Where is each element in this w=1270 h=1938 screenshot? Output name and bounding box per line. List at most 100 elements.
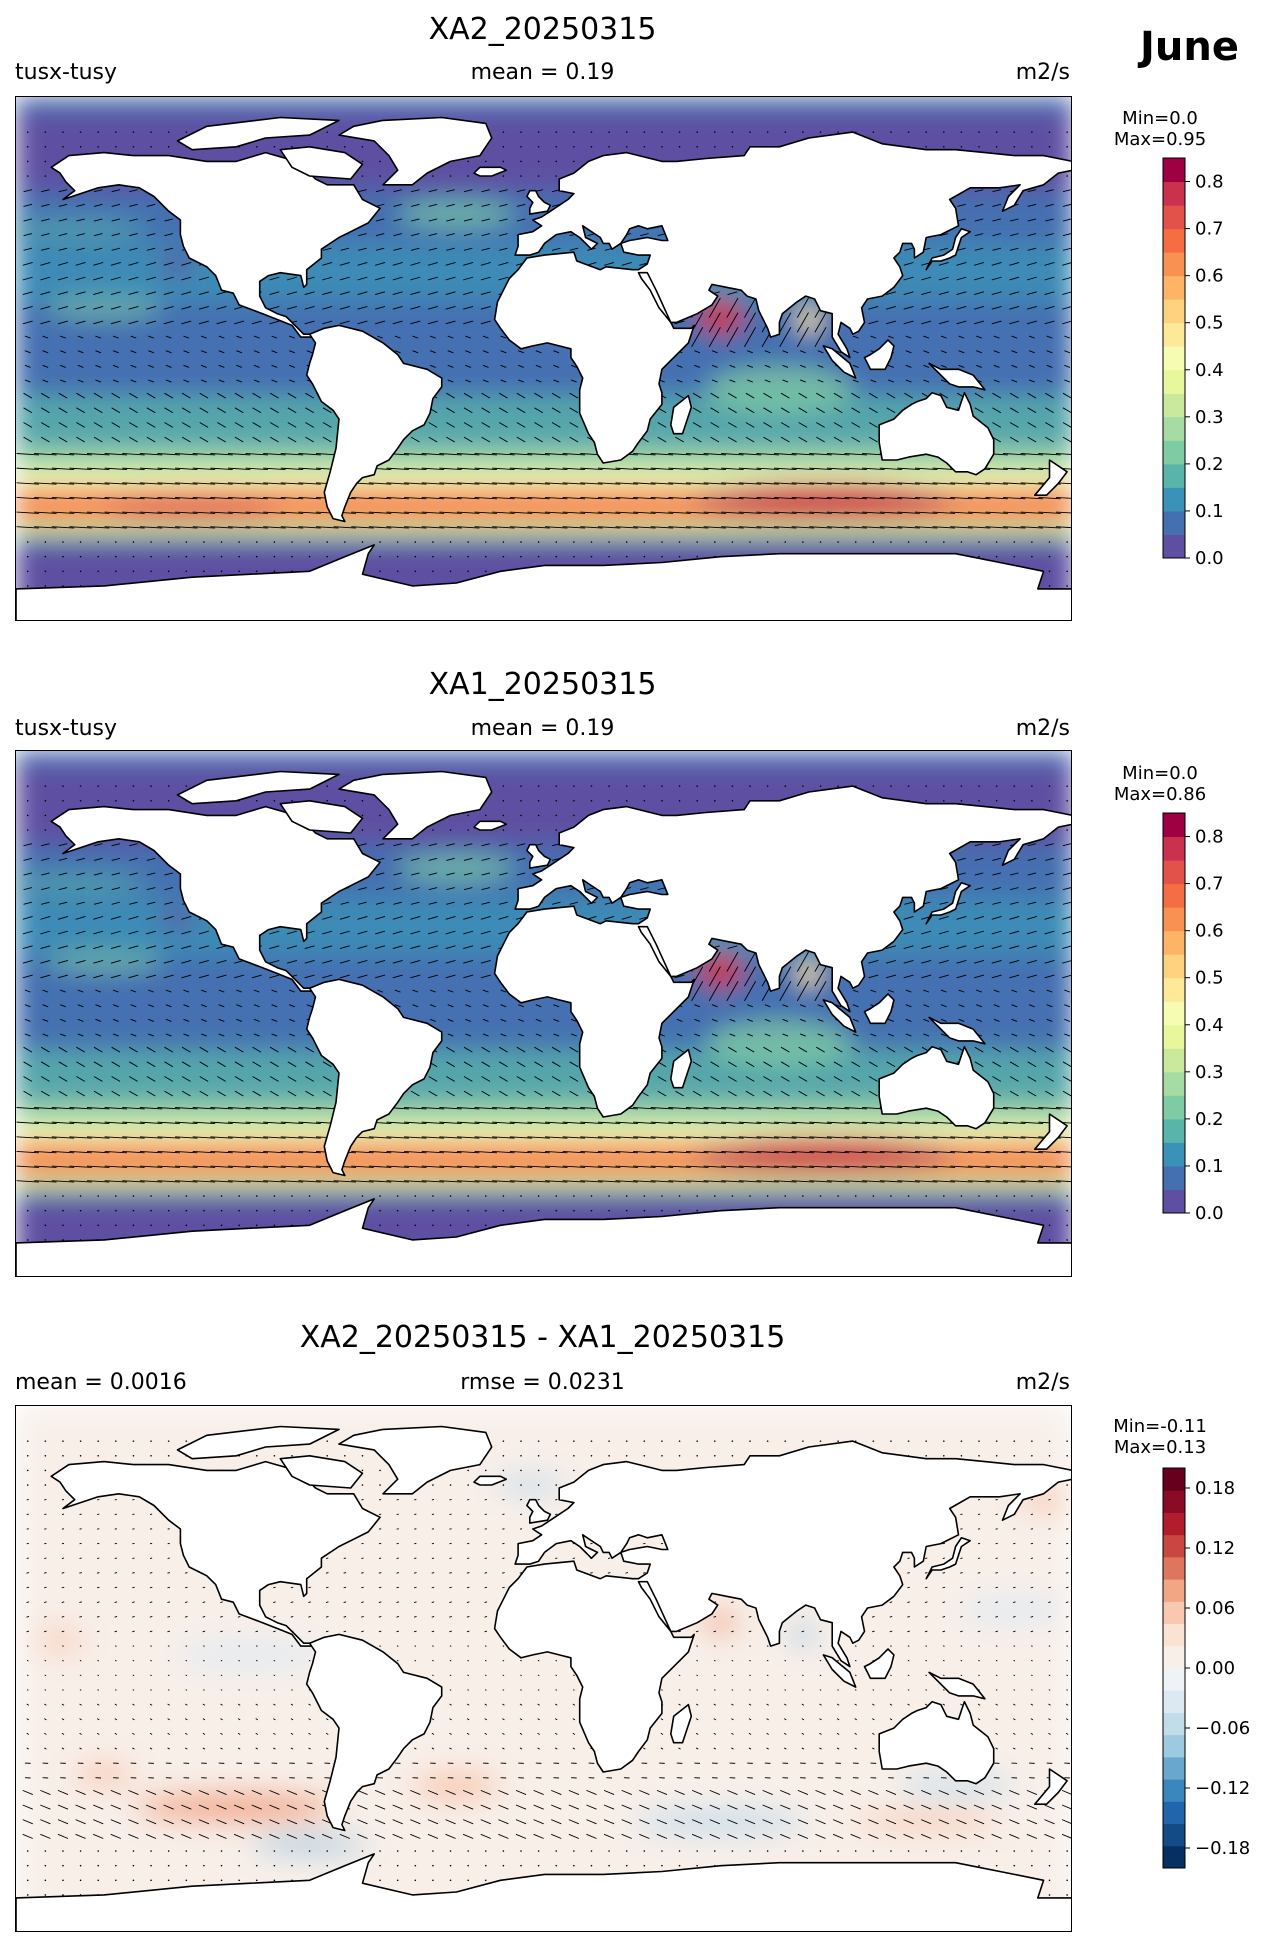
vector-arrow: [273, 1630, 276, 1633]
vector-arrow: [114, 1674, 117, 1677]
vector-arrow: [745, 1046, 755, 1053]
vector-arrow: [694, 1033, 701, 1037]
vector-arrow: [1026, 320, 1037, 325]
field-acc-south: [16, 521, 1071, 537]
vector-arrow: [445, 1789, 456, 1795]
field-negative: [250, 1836, 369, 1854]
vector-arrow: [24, 335, 31, 339]
vector-arrow: [378, 1513, 382, 1516]
colorbar-segment: [1163, 369, 1185, 394]
vector-arrow: [1009, 233, 1019, 237]
vector-arrow: [1020, 1136, 1044, 1139]
vector-arrow: [164, 247, 173, 251]
vector-arrow: [411, 887, 420, 891]
vector-arrow: [394, 350, 401, 354]
vector-arrow: [351, 496, 374, 500]
vector-arrow: [633, 1136, 656, 1139]
vector-arrow: [76, 247, 85, 251]
vector-arrow: [480, 930, 491, 935]
vector-arrow: [163, 291, 174, 295]
vector-arrow: [870, 379, 877, 383]
vector-arrow: [298, 453, 321, 456]
vector-arrow: [1066, 1224, 1068, 1227]
vector-arrow: [210, 467, 233, 470]
vector-arrow: [1026, 974, 1037, 979]
vector-arrow: [427, 262, 438, 266]
vector-arrow: [361, 1469, 364, 1472]
vector-arrow: [111, 1090, 121, 1097]
vector-arrow: [386, 1180, 409, 1183]
vector-arrow: [128, 1819, 139, 1825]
vector-arrow: [685, 496, 709, 500]
vector-arrow: [826, 1180, 850, 1183]
vector-arrow: [413, 1586, 417, 1589]
vector-arrow: [130, 1018, 137, 1022]
vector-arrow: [269, 276, 280, 281]
vector-arrow: [325, 1601, 329, 1603]
vector-arrow: [62, 1440, 64, 1442]
vector-arrow: [993, 1004, 1000, 1008]
vector-arrow: [1013, 1209, 1016, 1212]
vector-arrow: [1009, 916, 1020, 920]
vector-arrow: [958, 364, 965, 368]
vector-arrow: [432, 1484, 434, 1486]
vector-arrow: [111, 247, 121, 251]
vector-arrow: [305, 392, 315, 399]
vector-arrow: [16, 526, 39, 529]
vector-arrow: [727, 422, 737, 428]
land-borneo: [863, 339, 895, 371]
vector-arrow: [93, 872, 103, 876]
vector-arrow: [252, 1076, 262, 1082]
vector-arrow: [181, 930, 192, 935]
vector-arrow: [58, 1061, 68, 1068]
vector-arrow: [326, 541, 329, 543]
vector-arrow: [386, 496, 409, 500]
vector-arrow: [446, 392, 455, 399]
vector-arrow: [852, 989, 859, 993]
vector-arrow: [870, 989, 877, 993]
vector-arrow: [394, 335, 401, 339]
vector-arrow: [925, 799, 927, 802]
vector-arrow: [200, 364, 207, 368]
vector-arrow: [44, 829, 47, 831]
colorbar-segment: [1163, 977, 1185, 1002]
vector-arrow: [148, 350, 155, 354]
vector-arrow: [463, 407, 473, 414]
vector-arrow: [1062, 262, 1071, 266]
vector-arrow: [130, 350, 137, 354]
vector-arrow: [1028, 1033, 1035, 1037]
vector-arrow: [1020, 526, 1044, 529]
land-new-zealand: [1034, 459, 1068, 496]
vector-arrow: [432, 175, 434, 177]
vector-arrow: [729, 1004, 736, 1008]
vector-arrow: [69, 1165, 92, 1168]
vector-arrow: [114, 1718, 118, 1721]
vector-arrow: [1038, 511, 1061, 514]
vector-arrow: [726, 297, 739, 318]
vector-arrow: [555, 814, 558, 817]
vector-arrow: [727, 291, 738, 295]
vector-arrow: [245, 1180, 268, 1183]
vector-arrow: [923, 335, 930, 339]
vector-arrow: [967, 1180, 991, 1183]
vector-arrow: [69, 496, 92, 500]
vector-arrow: [446, 247, 455, 251]
vector-arrow: [555, 1484, 558, 1486]
vector-arrow: [862, 1165, 885, 1168]
vector-arrow: [41, 843, 50, 847]
vector-arrow: [163, 1789, 174, 1795]
vector-arrow: [16, 1121, 39, 1124]
vector-arrow: [692, 422, 702, 428]
vector-arrow: [128, 1833, 139, 1839]
vector-arrow: [515, 1819, 527, 1825]
vector-arrow: [516, 189, 526, 193]
vector-arrow: [202, 1601, 206, 1603]
vector-arrow: [463, 203, 473, 207]
vector-arrow: [149, 1747, 153, 1750]
vector-arrow: [480, 974, 491, 979]
vector-arrow: [203, 1674, 205, 1677]
vector-arrow: [851, 407, 861, 414]
vector-arrow: [339, 262, 350, 266]
vector-arrow: [463, 1090, 473, 1097]
vector-arrow: [325, 1732, 329, 1735]
